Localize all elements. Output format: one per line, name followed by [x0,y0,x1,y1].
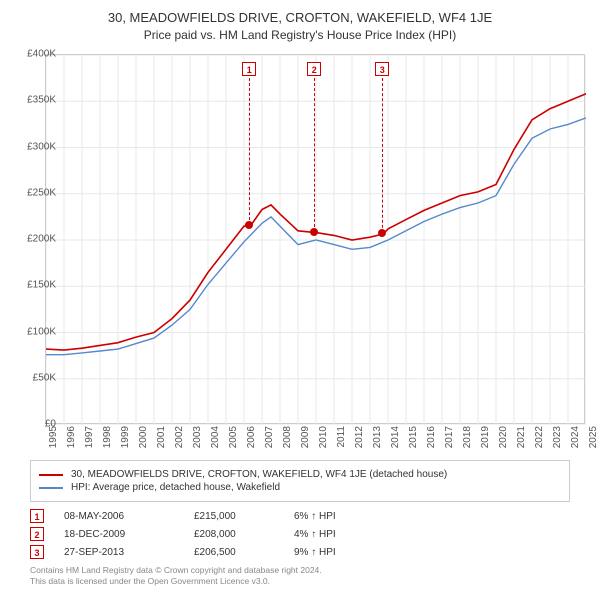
y-tick-label: £400K [16,49,56,60]
y-tick-label: £350K [16,95,56,106]
marker-number-box: 3 [375,62,389,76]
chart-svg [46,55,586,425]
y-tick-label: £300K [16,141,56,152]
marker-dot [245,221,253,229]
x-tick-label: 2014 [390,426,401,456]
x-tick-label: 2016 [426,426,437,456]
legend-row-property: 30, MEADOWFIELDS DRIVE, CROFTON, WAKEFIE… [39,469,561,480]
transaction-marker-1: 1 [30,509,44,523]
marker-line [382,78,383,233]
y-tick-label: £100K [16,326,56,337]
x-tick-label: 2024 [570,426,581,456]
transaction-date: 08-MAY-2006 [64,511,194,522]
transaction-row: 2 18-DEC-2009 £208,000 4% ↑ HPI [30,527,570,541]
legend-box: 30, MEADOWFIELDS DRIVE, CROFTON, WAKEFIE… [30,460,570,502]
legend-label-hpi: HPI: Average price, detached house, Wake… [71,482,280,493]
transaction-price: £206,500 [194,547,294,558]
x-tick-label: 2025 [588,426,599,456]
x-tick-label: 1998 [102,426,113,456]
chart-container: 30, MEADOWFIELDS DRIVE, CROFTON, WAKEFIE… [0,0,600,590]
x-tick-label: 2002 [174,426,185,456]
title-area: 30, MEADOWFIELDS DRIVE, CROFTON, WAKEFIE… [0,0,600,46]
chart-title-address: 30, MEADOWFIELDS DRIVE, CROFTON, WAKEFIE… [0,10,600,25]
legend-row-hpi: HPI: Average price, detached house, Wake… [39,482,561,493]
footer-attribution: Contains HM Land Registry data © Crown c… [30,565,322,587]
transaction-row: 1 08-MAY-2006 £215,000 6% ↑ HPI [30,509,570,523]
x-tick-label: 1997 [84,426,95,456]
x-tick-label: 2003 [192,426,203,456]
x-tick-label: 2013 [372,426,383,456]
x-tick-label: 2007 [264,426,275,456]
x-tick-label: 2018 [462,426,473,456]
chart-subtitle: Price paid vs. HM Land Registry's House … [0,28,600,42]
marker-line [249,78,250,225]
transaction-marker-2: 2 [30,527,44,541]
x-tick-label: 2011 [336,426,347,456]
x-tick-label: 2012 [354,426,365,456]
x-tick-label: 2004 [210,426,221,456]
transaction-price: £208,000 [194,529,294,540]
x-tick-label: 2000 [138,426,149,456]
transaction-table: 1 08-MAY-2006 £215,000 6% ↑ HPI 2 18-DEC… [30,505,570,563]
transaction-pct: 4% ↑ HPI [294,529,374,540]
x-tick-label: 2021 [516,426,527,456]
x-tick-label: 2015 [408,426,419,456]
x-tick-label: 2019 [480,426,491,456]
x-tick-label: 2008 [282,426,293,456]
transaction-row: 3 27-SEP-2013 £206,500 9% ↑ HPI [30,545,570,559]
x-tick-label: 2020 [498,426,509,456]
y-tick-label: £250K [16,187,56,198]
y-tick-label: £50K [16,372,56,383]
x-tick-label: 2009 [300,426,311,456]
transaction-marker-3: 3 [30,545,44,559]
legend-swatch-hpi [39,487,63,489]
footer-line-1: Contains HM Land Registry data © Crown c… [30,565,322,576]
marker-dot [310,228,318,236]
transaction-price: £215,000 [194,511,294,522]
transaction-date: 18-DEC-2009 [64,529,194,540]
x-tick-label: 2006 [246,426,257,456]
transaction-pct: 6% ↑ HPI [294,511,374,522]
x-tick-label: 2010 [318,426,329,456]
marker-line [314,78,315,232]
x-tick-label: 1999 [120,426,131,456]
x-tick-label: 2023 [552,426,563,456]
y-tick-label: £200K [16,234,56,245]
legend-label-property: 30, MEADOWFIELDS DRIVE, CROFTON, WAKEFIE… [71,469,447,480]
x-tick-label: 1996 [66,426,77,456]
x-tick-label: 2005 [228,426,239,456]
transaction-date: 27-SEP-2013 [64,547,194,558]
x-tick-label: 1995 [48,426,59,456]
x-tick-label: 2001 [156,426,167,456]
marker-number-box: 1 [242,62,256,76]
legend-swatch-property [39,474,63,476]
marker-dot [378,229,386,237]
footer-line-2: This data is licensed under the Open Gov… [30,576,322,587]
transaction-pct: 9% ↑ HPI [294,547,374,558]
x-tick-label: 2017 [444,426,455,456]
x-tick-label: 2022 [534,426,545,456]
y-tick-label: £150K [16,280,56,291]
marker-number-box: 2 [307,62,321,76]
